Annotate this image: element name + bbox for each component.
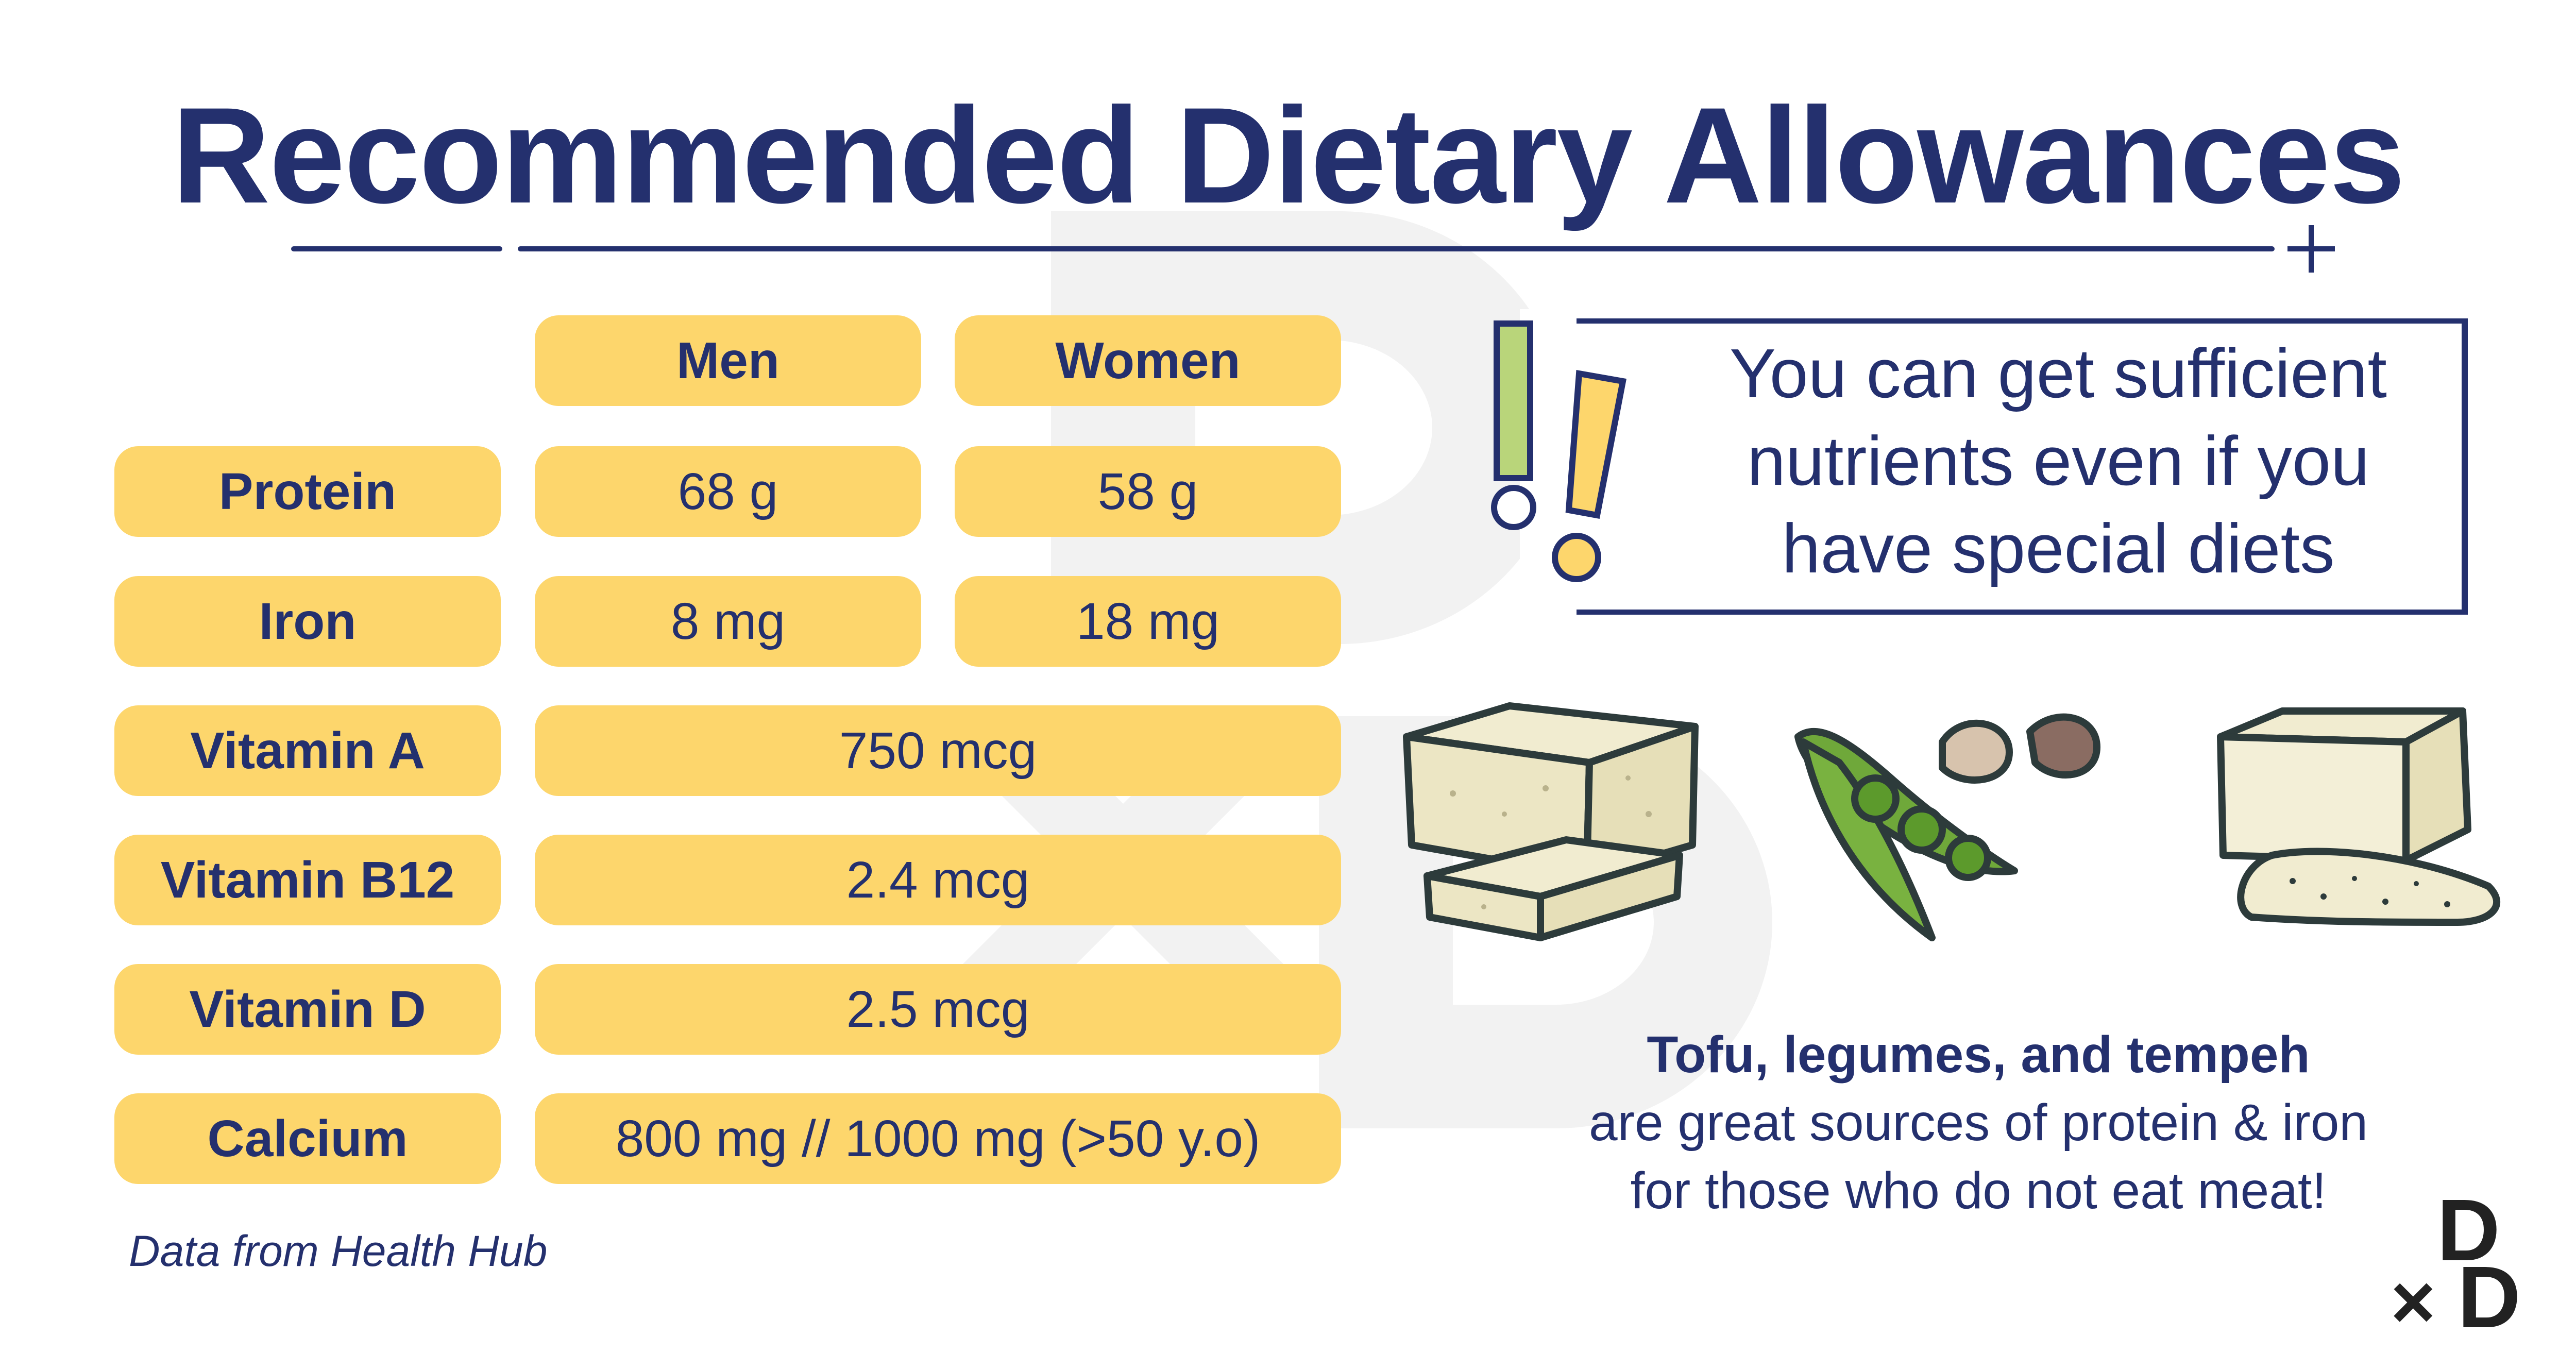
page-title: Recommended Dietary Allowances [172, 79, 2405, 232]
caption-line: for those who do not eat meat! [1630, 1162, 2327, 1220]
logo-cross: × [2391, 1258, 2436, 1345]
tempeh-icon [2217, 707, 2500, 926]
row-label-vitamin-b12: Vitamin B12 [114, 835, 501, 925]
caption-heading: Tofu, legumes, and tempeh [1647, 1026, 2310, 1084]
title-underline-short [291, 246, 502, 251]
row-label-vitamin-a: Vitamin A [114, 705, 501, 796]
header-women: Women [955, 315, 1341, 406]
source-note: Data from Health Hub [129, 1227, 548, 1275]
row-label-iron: Iron [114, 576, 501, 667]
tofu-icon [1403, 702, 1699, 941]
row-label-vitamin-d: Vitamin D [114, 964, 501, 1055]
callout-line: nutrients even if you [1747, 422, 2370, 500]
logo-d-top: D [2437, 1181, 2500, 1279]
header-men: Men [535, 315, 921, 406]
callout-line: have special diets [1782, 510, 2335, 587]
row-label-protein: Protein [114, 446, 501, 537]
cell-vitamin-b12: 2.4 mcg [535, 835, 1341, 925]
cell-protein-men: 68 g [535, 446, 921, 537]
cell-vitamin-a: 750 mcg [535, 705, 1341, 796]
cell-calcium: 800 mg // 1000 mg (>50 y.o) [535, 1093, 1341, 1184]
callout-line: You can get sufficient [1730, 334, 2387, 412]
cell-protein-women: 58 g [955, 446, 1341, 537]
cell-iron-women: 18 mg [955, 576, 1341, 667]
cell-vitamin-d: 2.5 mcg [535, 964, 1341, 1055]
cell-iron-men: 8 mg [535, 576, 921, 667]
legumes-icon [1794, 713, 2100, 941]
callout-text: You can get sufficient nutrients even if… [1680, 330, 2437, 593]
plus-icon-vertical [2309, 225, 2314, 273]
caption-line: are great sources of protein & iron [1589, 1094, 2368, 1152]
exclamation-icon [1491, 320, 1627, 582]
title-underline-long [518, 246, 2275, 251]
logo-d-bottom: D [2458, 1248, 2521, 1346]
row-label-calcium: Calcium [114, 1093, 501, 1184]
